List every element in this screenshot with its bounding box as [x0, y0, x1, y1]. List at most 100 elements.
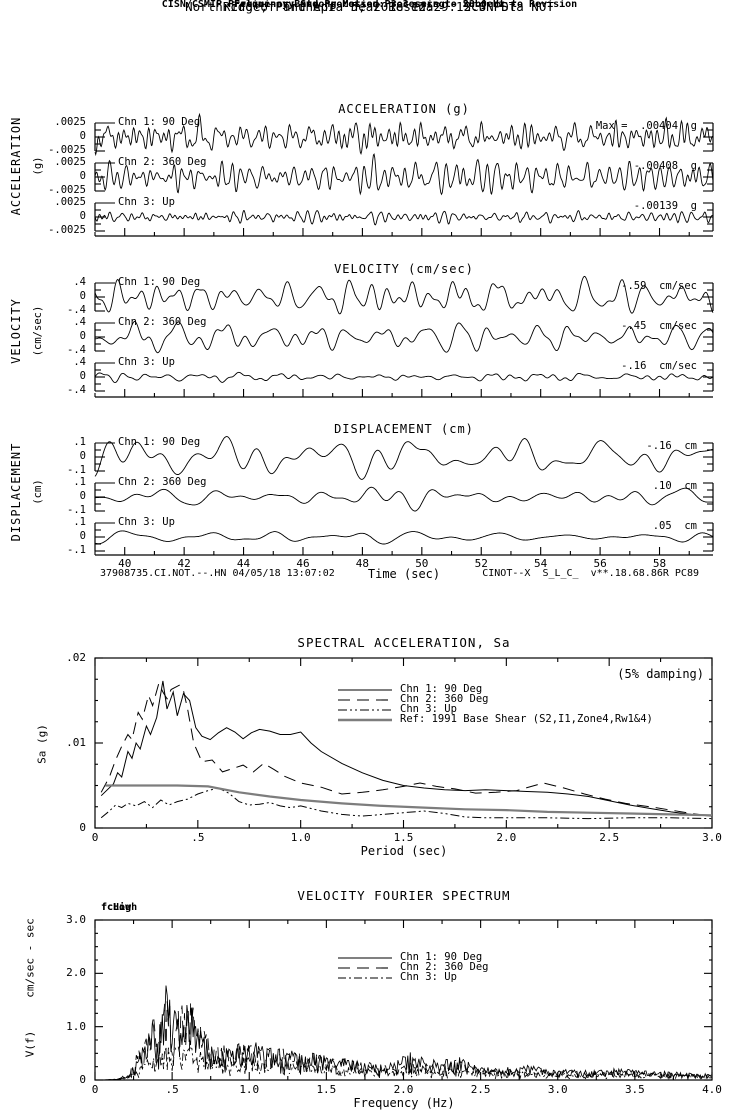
y-tick-label: 0	[79, 450, 86, 462]
y-tick-label: -.4	[67, 384, 86, 396]
y-tick-label: .0025	[54, 196, 86, 208]
channel-label: Chn 2: 360 Deg	[118, 316, 207, 328]
x-tick-label: 50	[415, 557, 429, 570]
record-header-line-1: Northridge, Parthenia near Reseda SCSN S…	[185, 0, 554, 14]
y-tick-label: .4	[73, 316, 86, 328]
damping-annotation: (5% damping)	[617, 667, 704, 681]
y-tick-label: .1	[73, 476, 86, 488]
y-tick-label: -.4	[67, 304, 86, 316]
legend-entry-label: Chn 3: Up	[400, 971, 457, 983]
y-tick-label: 0	[79, 170, 86, 182]
x-tick-label: 3.0	[702, 831, 722, 844]
y-tick-label: .0025	[54, 156, 86, 168]
y-tick-label: .4	[73, 356, 86, 368]
x-tick-label: 1.5	[393, 831, 414, 844]
footer-record-id: 37908735.CI.NOT.--.HN 04/05/18 13:07:02	[100, 568, 335, 579]
channel-label: Chn 2: 360 Deg	[118, 476, 207, 488]
x-tick-label: 3.0	[547, 1083, 568, 1096]
x-tick-label: 2.0	[496, 831, 517, 844]
record-header-line-2: Rcrd of Thu Apr 5, 2018 12:29:12.0 PDT	[222, 0, 517, 14]
x-tick-label: .5	[191, 831, 205, 844]
y-tick-label: 0	[79, 290, 86, 302]
x-tick-label: 56	[593, 557, 607, 570]
panel-title-displacement: DISPLACEMENT (cm)	[334, 422, 474, 436]
fc-corner-label-low: fcLow	[101, 902, 132, 913]
y-tick-label: -.1	[67, 464, 86, 476]
y-tick-label: 0	[79, 490, 86, 502]
y-tick-label: -.1	[67, 504, 86, 516]
peak-annotation: .10 cm	[652, 480, 697, 492]
fc-corner-label-high: fcHigh	[101, 902, 138, 913]
channel-label: Chn 3: Up	[118, 356, 175, 368]
fourier-x-axis-label: Frequency (Hz)	[353, 1096, 455, 1110]
y-tick-label: -.4	[67, 344, 86, 356]
peak-annotation: -.00408 g	[633, 160, 697, 172]
y-tick-label: -.1	[67, 544, 86, 556]
x-tick-label: 1.0	[239, 1083, 260, 1096]
y-tick-label: 3.0	[66, 913, 86, 926]
y-tick-label: .0025	[54, 116, 86, 128]
peak-annotation: -.16 cm	[646, 440, 697, 452]
fourier-chart-title: VELOCITY FOURIER SPECTRUM	[297, 888, 511, 903]
y-tick-label: 2.0	[66, 966, 86, 980]
panel-title-acceleration: ACCELERATION (g)	[338, 102, 470, 116]
y-tick-label: 0	[79, 530, 86, 542]
x-tick-label: 0	[91, 1083, 99, 1096]
channel-label: Chn 2: 360 Deg	[118, 156, 207, 168]
x-tick-label: 58	[652, 557, 667, 570]
y-tick-label: -.0025	[48, 224, 86, 236]
y-tick-label: 0	[79, 210, 86, 222]
y-tick-label: .1	[73, 436, 86, 448]
channel-label: Chn 1: 90 Deg	[118, 276, 201, 288]
y-tick-label: .1	[73, 516, 86, 528]
legend-entry-label: Chn 2: 360 Deg	[400, 693, 489, 705]
x-tick-label: .5	[165, 1083, 179, 1096]
y-tick-label: 0	[79, 370, 86, 382]
y-tick-label: 0	[79, 130, 86, 142]
legend-entry-label: Chn 1: 90 Deg	[400, 683, 483, 695]
x-tick-label: 52	[474, 557, 488, 570]
channel-label: Chn 1: 90 Deg	[118, 116, 201, 128]
x-tick-label: 1.5	[316, 1083, 337, 1096]
x-tick-label: 48	[355, 557, 370, 570]
y-tick-label: .01	[66, 736, 86, 749]
y-tick-label: .02	[66, 651, 86, 664]
peak-annotation: -.16 cm/sec	[621, 360, 697, 372]
x-tick-label: 40	[118, 557, 132, 570]
x-tick-label: 42	[177, 557, 191, 570]
channel-label: Chn 3: Up	[118, 516, 175, 528]
y-tick-label: 0	[79, 330, 86, 342]
peak-annotation: .05 cm	[652, 520, 697, 532]
x-tick-label: 46	[296, 557, 310, 570]
y-tick-label: 1.0	[66, 1019, 86, 1033]
channel-label: Chn 3: Up	[118, 196, 175, 208]
x-tick-label: 2.5	[599, 831, 620, 844]
y-tick-label: .4	[73, 276, 86, 288]
y-tick-label: 0	[79, 821, 86, 834]
y-tick-label: -.0025	[48, 184, 86, 196]
legend-entry-label: Chn 2: 360 Deg	[400, 961, 489, 973]
peak-annotation: Max = .00404 g	[595, 120, 697, 132]
x-tick-label: 1.0	[290, 831, 311, 844]
peak-annotation: -.59 cm/sec	[621, 280, 697, 292]
legend-entry-label: Chn 3: Up	[400, 703, 457, 715]
legend-entry-label: Chn 1: 90 Deg	[400, 951, 483, 963]
fourier-y-axis-unit: cm/sec - sec	[23, 918, 37, 998]
sa-chart-title: SPECTRAL ACCELERATION, Sa	[297, 635, 511, 650]
y-tick-label: -.0025	[48, 144, 86, 156]
sa-x-axis-label: Period (sec)	[360, 844, 448, 858]
record-header-line-4: CISN/CSMIP Preliminary Strong Motion Pro…	[161, 0, 578, 10]
fourier-y-axis-label: V(f)	[23, 1030, 37, 1058]
x-tick-label: 2.0	[393, 1083, 414, 1096]
x-tick-label: 3.5	[624, 1083, 645, 1096]
x-tick-label: 0	[91, 831, 99, 844]
x-tick-label: 44	[236, 557, 251, 570]
legend-entry-label: Ref: 1991 Base Shear (S2,I1,Zone4,Rw1&4)	[400, 713, 653, 725]
peak-annotation: -.45 cm/sec	[621, 320, 697, 332]
channel-label: Chn 1: 90 Deg	[118, 436, 201, 448]
time-axis-label: Time (sec)	[367, 567, 441, 581]
peak-annotation: -.00139 g	[633, 200, 697, 212]
x-tick-label: 2.5	[470, 1083, 491, 1096]
